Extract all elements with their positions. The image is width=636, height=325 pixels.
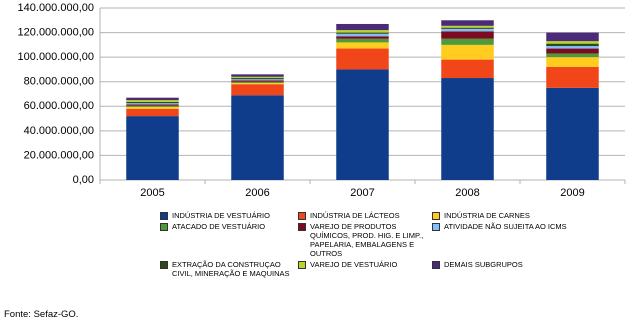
legend-label: ATACADO DE VESTUÁRIO [172, 222, 266, 231]
y-tick-label: 120.000.000,00 [18, 26, 94, 38]
y-tick-label: 40.000.000,00 [24, 125, 94, 137]
bar-segment [546, 32, 599, 42]
legend-swatch [432, 212, 440, 220]
bar-segment [546, 87, 599, 180]
source-note: Fonte: Sefaz-GO. [4, 309, 79, 320]
bar-segment [126, 101, 179, 104]
legend-label: INDÚSTRIA DE VESTUÁRIO [172, 211, 270, 220]
legend-label: VAREJO DE VESTUÁRIO [310, 260, 398, 269]
y-tick-label: 60.000.000,00 [24, 100, 94, 112]
y-tick-label: 0,00 [73, 174, 94, 186]
bar-segment [441, 27, 494, 29]
bar-segment [441, 44, 494, 60]
legend-swatch [298, 223, 306, 231]
legend-item: EXTRAÇÃO DA CONSTRUÇAO CIVIL, MINERAÇÃO … [160, 260, 298, 278]
bar-segment [126, 105, 179, 107]
legend-item: ATACADO DE VESTUÁRIO [160, 222, 298, 258]
bar-segment [231, 74, 284, 77]
bar-segment [336, 33, 389, 37]
bar-segment [546, 57, 599, 67]
legend-label: EXTRAÇÃO DA CONSTRUÇAO CIVIL, MINERAÇÃO … [172, 260, 290, 278]
bar-segment [441, 20, 494, 26]
x-tick-label: 2008 [455, 187, 479, 199]
x-tick-label: 2005 [140, 187, 164, 199]
bar-segment [441, 25, 494, 28]
bar-segment [126, 116, 179, 180]
bar-segment [546, 53, 599, 58]
legend-label: DEMAIS SUBGRUPOS [444, 260, 523, 269]
bar-segment [441, 28, 494, 32]
legend-swatch [432, 261, 440, 269]
bar-segment [336, 32, 389, 34]
bar-segment [336, 23, 389, 31]
x-tick-label: 2006 [245, 187, 269, 199]
bar-segment [546, 43, 599, 47]
bar-segment [546, 41, 599, 44]
bar-segment [231, 79, 284, 81]
x-tick-label: 2009 [560, 187, 584, 199]
bar-segment [231, 82, 284, 85]
legend-label: INDÚSTRIA DE LÁCTEOS [310, 211, 400, 220]
bar-segment [546, 66, 599, 88]
legend-label: INDÚSTRIA DE CARNES [444, 211, 530, 220]
bar-segment [231, 80, 284, 82]
legend-swatch [298, 261, 306, 269]
bar-segment [231, 84, 284, 96]
bar-segment [336, 38, 389, 43]
legend-item: VAREJO DE VESTUÁRIO [298, 260, 432, 278]
legend-item: INDÚSTRIA DE LÁCTEOS [298, 211, 432, 220]
bar-segment [441, 78, 494, 180]
y-tick-label: 140.000.000,00 [18, 2, 94, 14]
legend-item: VAREJO DE PRODUTOS QUÍMICOS, PROD. HIG. … [298, 222, 432, 258]
bar-segment [126, 104, 179, 106]
bar-segment [126, 97, 179, 101]
bar-segment [126, 106, 179, 109]
legend-swatch [160, 223, 168, 231]
legend: INDÚSTRIA DE VESTUÁRIO INDÚSTRIA DE LÁCTE… [160, 211, 590, 278]
legend-item: ATIVIDADE NÃO SUJEITA AO ICMS [432, 222, 572, 258]
bar-segment [336, 69, 389, 180]
legend-swatch [432, 223, 440, 231]
bar-segment [231, 76, 284, 79]
bar-segment [126, 100, 179, 102]
bar-segment [126, 108, 179, 117]
y-tick-label: 100.000.000,00 [18, 51, 94, 63]
legend-swatch [160, 212, 168, 220]
bar-segment [546, 48, 599, 54]
y-tick-label: 80.000.000,00 [24, 76, 94, 88]
bar-segment [336, 42, 389, 49]
bar-segment [231, 78, 284, 80]
y-tick-label: 20.000.000,00 [24, 149, 94, 161]
legend-swatch [298, 212, 306, 220]
legend-item: INDÚSTRIA DE VESTUÁRIO [160, 211, 298, 220]
x-tick-label: 2007 [350, 187, 374, 199]
bar-segment [441, 38, 494, 45]
bar-segment [126, 103, 179, 105]
bar-segment [231, 81, 284, 83]
bar-segment [546, 46, 599, 49]
legend-swatch [160, 261, 168, 269]
legend-item: DEMAIS SUBGRUPOS [432, 260, 572, 278]
legend-label: VAREJO DE PRODUTOS QUÍMICOS, PROD. HIG. … [310, 222, 424, 258]
bar-segment [336, 48, 389, 70]
legend-item: INDÚSTRIA DE CARNES [432, 211, 572, 220]
bar-segment [336, 36, 389, 39]
bar-segment [441, 59, 494, 79]
bar-segment [336, 30, 389, 33]
legend-label: ATIVIDADE NÃO SUJEITA AO ICMS [444, 222, 567, 231]
bar-segment [441, 31, 494, 39]
bar-segment [231, 95, 284, 180]
